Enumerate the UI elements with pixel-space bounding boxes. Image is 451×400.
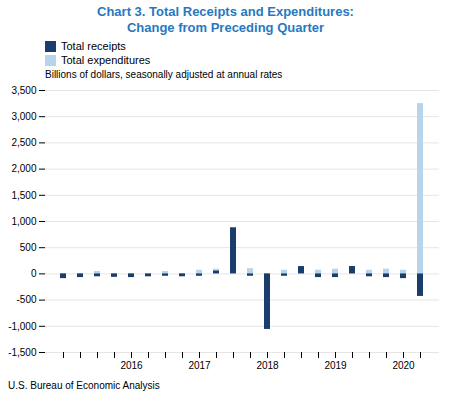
svg-text:2018: 2018 — [256, 360, 279, 371]
html-text:Total receipts: Total receipts — [61, 40, 126, 52]
svg-text:2017: 2017 — [188, 360, 211, 371]
svg-text:2,500: 2,500 — [11, 137, 36, 148]
svg-text:500: 500 — [20, 242, 37, 253]
svg-text:-1,500: -1,500 — [8, 347, 37, 358]
svg-text:3,500: 3,500 — [11, 85, 36, 96]
svg-text:2016: 2016 — [120, 360, 143, 371]
html-text:U.S. Bureau of Economic Analys: U.S. Bureau of Economic Analysis — [8, 380, 160, 391]
svg-text:2,000: 2,000 — [11, 163, 36, 174]
svg-text:2020: 2020 — [392, 360, 415, 371]
html-text:Total expenditures: Total expenditures — [61, 54, 151, 66]
html-text:Chart 3. Total Receipts and Ex: Chart 3. Total Receipts and Expenditures… — [97, 4, 354, 35]
svg-text:0: 0 — [31, 268, 37, 279]
svg-text:1,000: 1,000 — [11, 216, 36, 227]
html-text:Billions of dollars, seasonall: Billions of dollars, seasonally adjusted… — [45, 69, 283, 80]
svg-text:-500: -500 — [16, 294, 36, 305]
svg-text:2019: 2019 — [324, 360, 347, 371]
svg-text:3,000: 3,000 — [11, 111, 36, 122]
svg-text:1,500: 1,500 — [11, 190, 36, 201]
svg-text:-1,000: -1,000 — [8, 321, 37, 332]
